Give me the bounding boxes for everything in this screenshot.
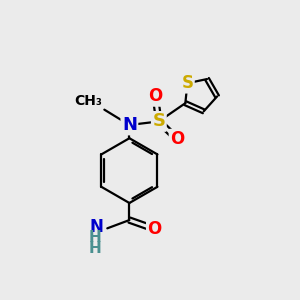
- Text: S: S: [152, 112, 165, 130]
- Text: H: H: [88, 241, 101, 256]
- Text: CH₃: CH₃: [74, 94, 102, 108]
- Text: N: N: [122, 116, 137, 134]
- Text: O: O: [170, 130, 184, 148]
- Text: S: S: [182, 74, 194, 92]
- Text: H: H: [88, 230, 101, 245]
- Text: N: N: [90, 218, 104, 236]
- Text: O: O: [147, 220, 161, 238]
- Text: O: O: [148, 87, 162, 105]
